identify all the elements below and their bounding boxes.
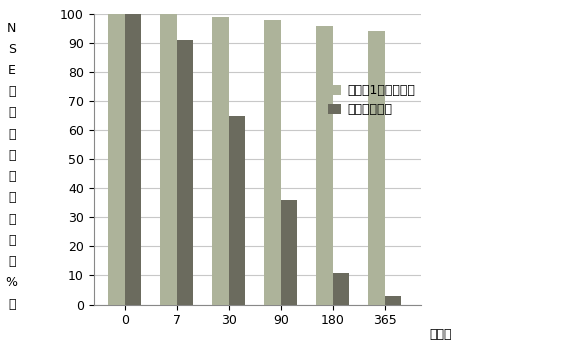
Bar: [125, 14, 142, 304]
Text: 光: 光: [8, 149, 15, 162]
Text: 检: 检: [8, 85, 15, 98]
Text: 发: 发: [8, 128, 15, 141]
Legend: 实施例1稳定剂保存, 商品化对照组: 实施例1稳定剂保存, 商品化对照组: [328, 84, 415, 117]
Text: 分: 分: [8, 213, 15, 226]
Bar: [229, 116, 246, 304]
Text: 値: 値: [8, 170, 15, 183]
Bar: [316, 26, 333, 304]
Bar: [212, 17, 229, 304]
Text: （天）: （天）: [429, 328, 452, 341]
Bar: [160, 14, 177, 304]
Bar: [281, 200, 297, 304]
Bar: [264, 20, 281, 304]
Text: （: （: [8, 255, 15, 268]
Text: 比: 比: [8, 234, 15, 247]
Bar: [385, 296, 401, 304]
Text: N: N: [7, 21, 16, 35]
Bar: [333, 273, 349, 304]
Text: %: %: [6, 276, 18, 289]
Bar: [108, 14, 125, 304]
Text: 测: 测: [8, 106, 15, 119]
Bar: [368, 32, 385, 304]
Text: E: E: [8, 64, 16, 77]
Text: ）: ）: [8, 298, 15, 311]
Text: S: S: [8, 43, 16, 56]
Text: 百: 百: [8, 191, 15, 204]
Bar: [177, 40, 194, 304]
